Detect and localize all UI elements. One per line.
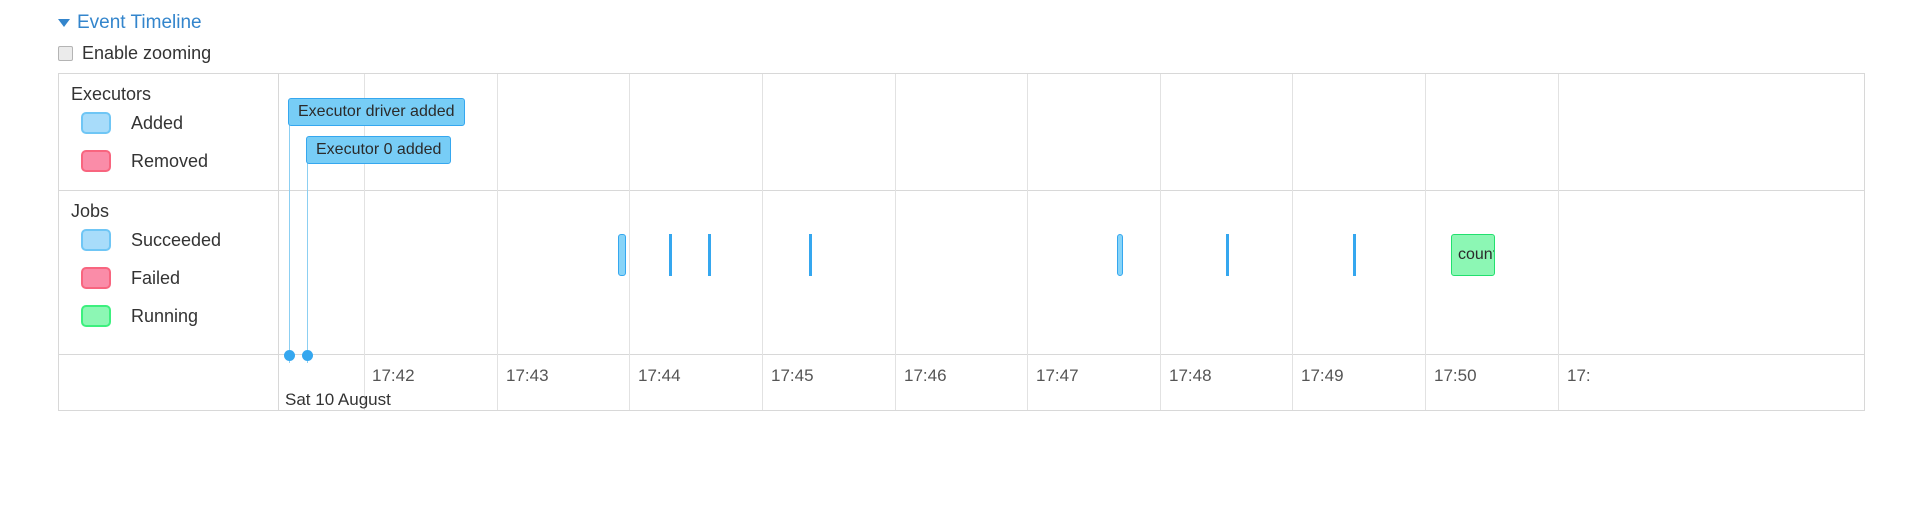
time-tick-label: 17:48 — [1169, 366, 1212, 385]
time-tick-label: 17:46 — [904, 366, 947, 385]
timeline-plot-area[interactable]: Executor driver added Executor 0 added co… — [279, 74, 1864, 410]
swatch-failed-icon — [81, 267, 111, 289]
gridline-8 — [1425, 74, 1426, 355]
legend-label-succeeded: Succeeded — [131, 229, 222, 250]
legend-group-title-executors: Executors — [71, 84, 152, 104]
swatch-succeeded-icon — [81, 229, 111, 251]
time-tick-label: 17:43 — [506, 366, 549, 385]
job-marker[interactable] — [618, 234, 626, 276]
time-tick-label: 17: — [1567, 366, 1591, 385]
running-job-label[interactable]: count — [1451, 234, 1495, 276]
time-tick-label: 17:45 — [771, 366, 814, 385]
legend-item-running: Running — [81, 305, 198, 327]
swatch-removed-icon — [81, 150, 111, 172]
executor-event-label[interactable]: Executor 0 added — [306, 136, 452, 164]
job-marker[interactable] — [1353, 234, 1356, 276]
time-tick-label: 17:42 — [372, 366, 415, 385]
axis-gridline-8 — [1425, 355, 1426, 410]
executor-event-label[interactable]: Executor driver added — [288, 98, 465, 126]
legend-label-removed: Removed — [131, 150, 209, 171]
job-marker[interactable] — [708, 234, 711, 276]
time-tick-label: 17:49 — [1301, 366, 1344, 385]
job-marker[interactable] — [1117, 234, 1123, 276]
event-timeline-chart: Executors Added Removed Jobs Succeeded F… — [58, 73, 1865, 411]
gridline-6 — [1160, 74, 1161, 355]
job-marker[interactable] — [809, 234, 812, 276]
page-title: Event Timeline — [77, 12, 202, 33]
time-tick-label: 17:44 — [638, 366, 681, 385]
checkbox-unchecked-icon[interactable] — [58, 46, 73, 61]
event-stem-0 — [289, 100, 290, 363]
axis-gridline-4 — [895, 355, 896, 410]
swatch-added-icon — [81, 112, 111, 134]
gridline-0 — [364, 74, 365, 355]
time-tick-label: 17:47 — [1036, 366, 1079, 385]
legend-item-succeeded: Succeeded — [81, 229, 221, 251]
axis-gridline-7 — [1292, 355, 1293, 410]
legend-item-added: Added — [81, 112, 183, 134]
legend-label-running: Running — [131, 305, 199, 326]
jobs-swimlane — [279, 191, 1864, 355]
axis-gridline-9 — [1558, 355, 1559, 410]
legend-item-failed: Failed — [81, 267, 180, 289]
legend-group-jobs: Jobs Succeeded Failed Running — [59, 191, 278, 355]
axis-gridline-5 — [1027, 355, 1028, 410]
axis-gridline-0 — [364, 355, 365, 410]
axis-gridline-6 — [1160, 355, 1161, 410]
enable-zooming-row[interactable]: Enable zooming — [58, 43, 211, 64]
legend-axis-spacer — [59, 355, 278, 411]
event-timeline-toggle[interactable]: Event Timeline — [58, 12, 202, 34]
executor-event-dot-1[interactable] — [302, 350, 313, 361]
timeline-legend: Executors Added Removed Jobs Succeeded F… — [59, 74, 279, 410]
gridline-5 — [1027, 74, 1028, 355]
gridline-2 — [629, 74, 630, 355]
legend-group-title-jobs: Jobs — [71, 201, 110, 221]
gridline-3 — [762, 74, 763, 355]
caret-down-icon — [58, 19, 70, 27]
job-marker[interactable] — [669, 234, 672, 276]
legend-label-failed: Failed — [131, 267, 181, 288]
legend-label-added: Added — [131, 112, 184, 133]
gridline-9 — [1558, 74, 1559, 355]
legend-item-removed: Removed — [81, 150, 208, 172]
axis-gridline-3 — [762, 355, 763, 410]
timeline-date-label: Sat 10 August — [285, 390, 391, 409]
event-stem-1 — [307, 138, 308, 363]
time-tick-label: 17:50 — [1434, 366, 1477, 385]
executors-swimlane — [279, 74, 1864, 191]
gridline-7 — [1292, 74, 1293, 355]
executor-event-dot-0[interactable] — [284, 350, 295, 361]
gridline-1 — [497, 74, 498, 355]
gridline-4 — [895, 74, 896, 355]
legend-group-executors: Executors Added Removed — [59, 74, 278, 191]
job-marker[interactable] — [1226, 234, 1229, 276]
swatch-running-icon — [81, 305, 111, 327]
enable-zooming-label: Enable zooming — [82, 43, 212, 63]
axis-gridline-2 — [629, 355, 630, 410]
axis-gridline-1 — [497, 355, 498, 410]
